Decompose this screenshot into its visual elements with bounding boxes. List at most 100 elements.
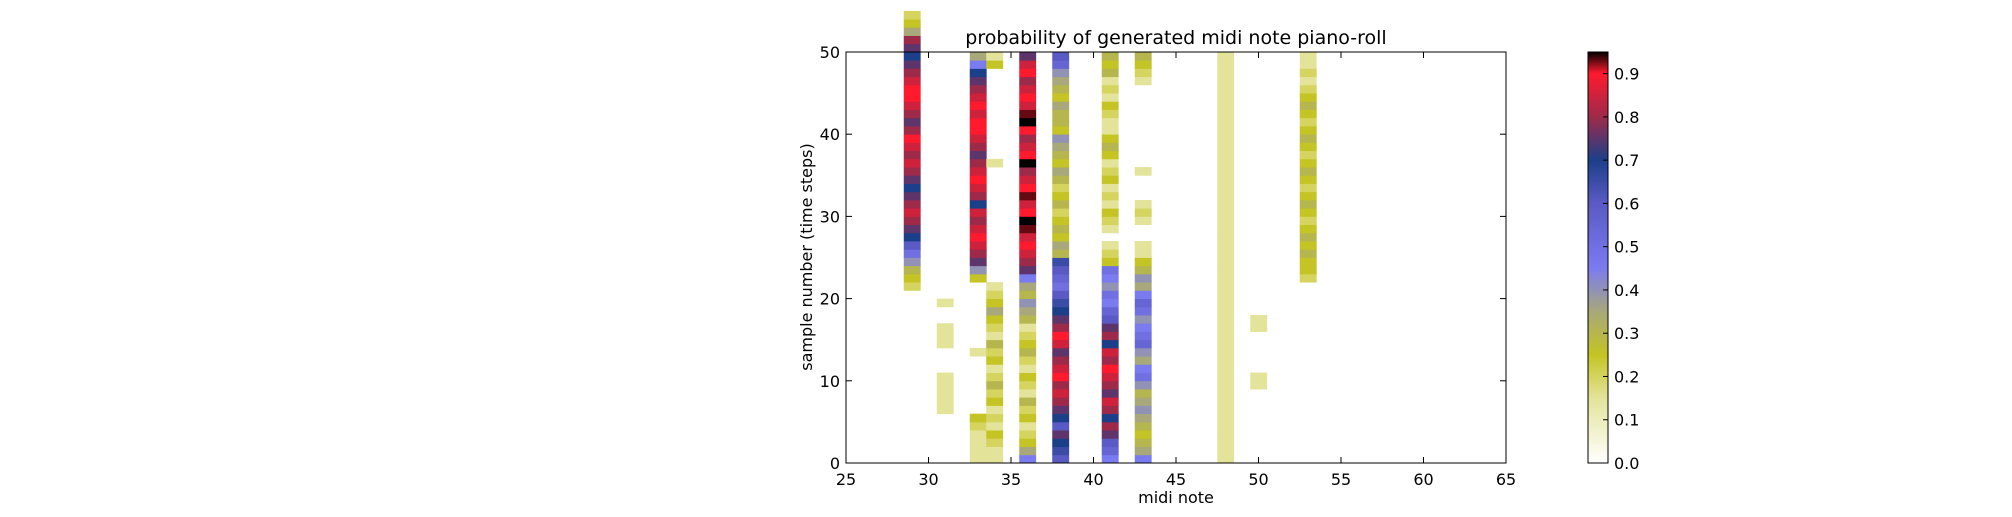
heatmap-cell: [1019, 101, 1037, 110]
heatmap-cell: [1052, 93, 1070, 102]
heatmap-cell: [969, 175, 987, 184]
heatmap-cell: [1052, 241, 1070, 250]
heatmap-cell: [936, 380, 954, 390]
heatmap-cell: [903, 167, 921, 176]
heatmap-cell: [1052, 446, 1070, 456]
heatmap-cell: [986, 389, 1004, 398]
heatmap-cell: [1019, 430, 1037, 439]
heatmap-cell: [1019, 52, 1037, 61]
heatmap-cell: [1101, 405, 1119, 415]
heatmap-cell: [969, 430, 987, 439]
heatmap-cell: [1052, 52, 1070, 61]
heatmap-cell: [1217, 430, 1235, 439]
heatmap-cell: [969, 421, 987, 431]
heatmap-cell: [903, 199, 921, 209]
colorbar-tick-label: 0.1: [1614, 411, 1639, 430]
heatmap-cell: [969, 191, 987, 201]
heatmap-cell: [1052, 183, 1070, 193]
heatmap-cell: [1052, 150, 1070, 160]
colorbar-tick-label: 0.6: [1614, 194, 1639, 213]
heatmap-cell: [1101, 454, 1119, 464]
heatmap-cell: [1052, 438, 1070, 447]
heatmap-cell: [1052, 101, 1070, 110]
x-tick-label: 25: [836, 470, 856, 489]
heatmap-cell: [1019, 84, 1037, 94]
heatmap-cell: [903, 158, 921, 168]
heatmap-cell: [1019, 397, 1037, 406]
heatmap-cell: [969, 224, 987, 234]
heatmap-cell: [936, 323, 954, 332]
heatmap-cell: [936, 298, 954, 308]
heatmap-cell: [1217, 150, 1235, 160]
heatmap-cell: [903, 175, 921, 184]
heatmap-cell: [903, 249, 921, 258]
colorbar-tick-label: 0.3: [1614, 324, 1639, 343]
heatmap-cell: [1134, 306, 1152, 316]
x-axis-label: midi note: [1138, 488, 1214, 507]
heatmap-cell: [1134, 454, 1152, 464]
heatmap-cell: [1019, 265, 1037, 275]
heatmap-cell: [903, 125, 921, 135]
heatmap-cell: [986, 60, 1004, 69]
heatmap-cell: [1134, 405, 1152, 415]
heatmap-cell: [986, 380, 1004, 390]
heatmap-cell: [1217, 68, 1235, 78]
heatmap-cell: [1019, 438, 1037, 447]
heatmap-cell: [903, 10, 921, 20]
heatmap-cell: [1019, 216, 1037, 226]
heatmap-cell: [1101, 323, 1119, 332]
heatmap-cell: [1052, 430, 1070, 439]
heatmap-cell: [1052, 315, 1070, 324]
heatmap-cell: [1101, 93, 1119, 102]
heatmap-cell: [1134, 331, 1152, 341]
heatmap-cell: [1134, 315, 1152, 324]
heatmap-cell: [1299, 199, 1317, 209]
heatmap-cell: [1019, 208, 1037, 217]
heatmap-cell: [1299, 93, 1317, 102]
heatmap-cell: [1299, 125, 1317, 135]
heatmap-cell: [1019, 372, 1037, 382]
heatmap-cell: [1299, 224, 1317, 234]
y-axis-label: sample number (time steps): [797, 143, 816, 370]
heatmap-cell: [969, 446, 987, 456]
heatmap-cell: [903, 241, 921, 250]
heatmap-cell: [1019, 68, 1037, 78]
heatmap-cell: [1134, 339, 1152, 349]
heatmap-cell: [1217, 249, 1235, 258]
heatmap-cell: [1101, 249, 1119, 258]
heatmap-cell: [1019, 273, 1037, 283]
heatmap-cell: [986, 339, 1004, 349]
heatmap-cell: [1101, 446, 1119, 456]
heatmap-cell: [986, 413, 1004, 423]
heatmap-cell: [969, 413, 987, 423]
heatmap-cell: [1217, 397, 1235, 406]
heatmap-cell: [1217, 134, 1235, 143]
heatmap-cell: [1217, 356, 1235, 365]
heatmap-cell: [1052, 117, 1070, 127]
heatmap-cell: [1217, 405, 1235, 415]
heatmap-cell: [986, 454, 1004, 464]
heatmap-cell: [1019, 389, 1037, 398]
heatmap-cell: [1052, 323, 1070, 332]
heatmap-cell: [1101, 265, 1119, 275]
heatmap-cell: [903, 142, 921, 152]
heatmap-cell: [1052, 158, 1070, 168]
x-tick-label: 30: [918, 470, 938, 489]
heatmap-cell: [1052, 364, 1070, 373]
heatmap-cell: [1101, 76, 1119, 86]
heatmap-cell: [903, 282, 921, 291]
heatmap-cell: [969, 52, 987, 61]
heatmap-cell: [1019, 421, 1037, 431]
heatmap-cell: [1250, 323, 1268, 332]
heatmap-cell: [1101, 347, 1119, 357]
heatmap-cell: [1019, 446, 1037, 456]
heatmap-cell: [1299, 52, 1317, 61]
colorbar-tick-label: 0.8: [1614, 108, 1639, 127]
heatmap-cell: [1217, 438, 1235, 447]
heatmap-cell: [1101, 364, 1119, 373]
heatmap-cell: [1101, 273, 1119, 283]
heatmap-cell: [969, 438, 987, 447]
heatmap-cell: [1019, 76, 1037, 86]
heatmap-cell: [1052, 68, 1070, 78]
heatmap-cell: [1019, 323, 1037, 332]
